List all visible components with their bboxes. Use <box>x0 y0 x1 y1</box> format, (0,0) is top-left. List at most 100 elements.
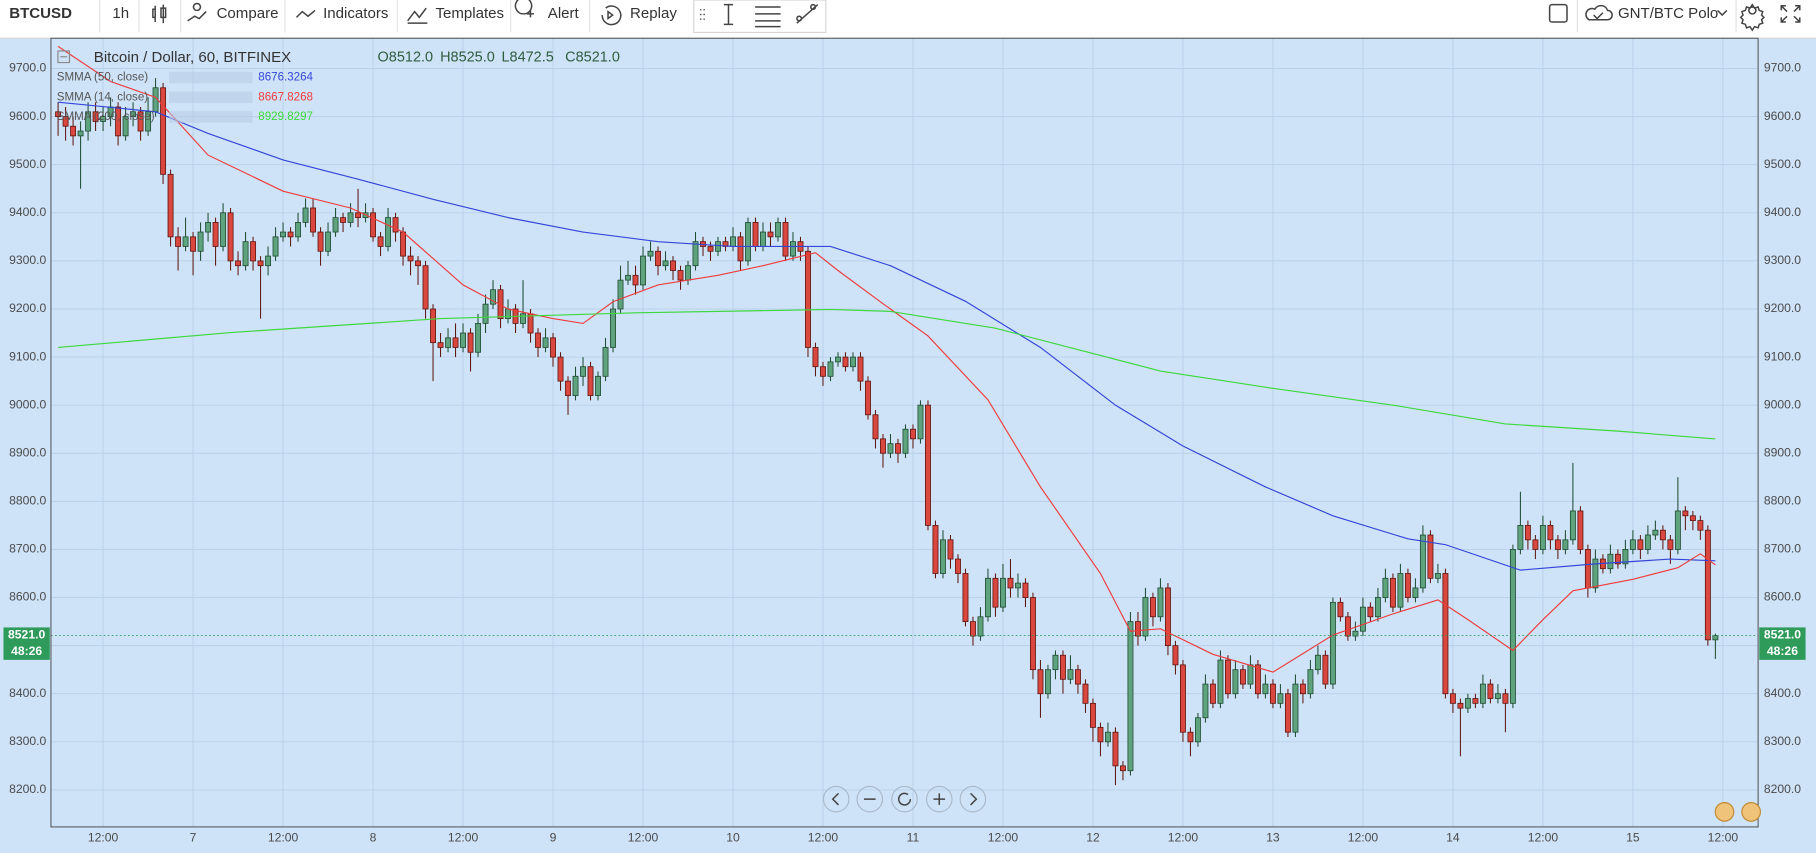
y-tick-label: 9700.0 <box>9 61 46 75</box>
candle-body <box>1134 621 1141 637</box>
candle-body <box>160 87 167 175</box>
candle-body <box>1509 549 1516 704</box>
candle-body <box>602 347 609 377</box>
candle-body <box>1427 534 1434 579</box>
candle-body <box>940 539 946 574</box>
templates-button[interactable]: Templates <box>435 5 504 22</box>
legend-controls <box>169 91 253 104</box>
zoom-in[interactable] <box>925 785 953 813</box>
candle-body <box>1547 524 1554 541</box>
reset[interactable] <box>891 785 918 813</box>
ohlc-high: H8525.0 <box>440 50 495 66</box>
symbol[interactable]: BTCUSD <box>9 5 72 22</box>
fullscreen-button[interactable] <box>1780 5 1801 23</box>
interval[interactable]: 1h <box>112 5 129 22</box>
candle-body <box>1209 683 1216 704</box>
candle-body <box>1000 577 1006 608</box>
candle-body <box>490 289 496 305</box>
y-tick-label-right: 8200.0 <box>1764 782 1801 796</box>
candle-body <box>1090 702 1096 728</box>
candle-body <box>1682 510 1689 517</box>
y-tick-label-right: 8800.0 <box>1764 494 1801 508</box>
candle-body <box>280 231 287 238</box>
ma-line <box>58 101 1716 571</box>
trend-tool[interactable] <box>796 3 819 24</box>
event-flag[interactable] <box>1741 802 1761 822</box>
y-tick-label: 9400.0 <box>9 205 46 219</box>
candle-body <box>1494 693 1501 699</box>
candle-body <box>1622 549 1629 565</box>
candle-body <box>565 380 571 396</box>
compare-button[interactable]: Compare <box>217 5 279 22</box>
scroll-left[interactable] <box>822 785 850 813</box>
candle-body <box>1517 524 1524 550</box>
candle-body <box>1217 659 1224 704</box>
y-tick-label-right: 9700.0 <box>1764 61 1801 75</box>
x-tick-label: 11 <box>907 831 920 845</box>
scroll-right[interactable] <box>959 785 987 813</box>
candle-body <box>1277 693 1284 704</box>
zoom-out[interactable] <box>856 785 884 813</box>
price-tag-label: 8521.0 <box>1764 628 1801 642</box>
alert-button[interactable]: Alert <box>548 5 580 22</box>
text-tool[interactable] <box>723 3 734 26</box>
candle-body <box>955 558 961 574</box>
fib-tool[interactable] <box>755 6 781 28</box>
candle-body <box>265 255 272 267</box>
chart-style-button[interactable] <box>152 4 167 24</box>
candle-body <box>1554 539 1561 550</box>
collapse-button[interactable] <box>57 50 71 64</box>
candle-body <box>1299 683 1306 695</box>
legend-value: 8676.3264 <box>258 72 313 84</box>
candle-body <box>790 241 796 257</box>
candle-body <box>1607 553 1614 570</box>
candle-body <box>902 428 909 454</box>
candle-body <box>1194 717 1201 743</box>
replay-button[interactable]: Replay <box>630 5 677 22</box>
candle-body <box>407 255 414 262</box>
candle-body <box>1502 693 1509 704</box>
candle-body <box>985 577 991 618</box>
compare-symbol[interactable]: GNT/BTC Polo <box>1618 5 1718 22</box>
y-tick-label-right: 9600.0 <box>1764 109 1801 123</box>
indicators-button[interactable]: Indicators <box>323 5 388 22</box>
drawing-toolbar <box>693 0 827 34</box>
candle-body <box>1314 654 1321 671</box>
dropdown-arrow[interactable] <box>1717 9 1728 17</box>
y-tick-label-right: 9100.0 <box>1764 349 1801 363</box>
candle-body <box>1060 654 1066 680</box>
candle-body <box>1584 549 1591 589</box>
candle-body <box>1464 698 1471 709</box>
candle-body <box>625 274 631 281</box>
candle-body <box>1022 582 1029 598</box>
candle-body <box>332 217 339 233</box>
candle-body <box>1045 669 1051 695</box>
candle-body <box>355 212 361 219</box>
candle-body <box>272 236 279 257</box>
plot <box>50 45 1759 786</box>
y-tick-label: 9000.0 <box>9 397 46 411</box>
candle-body <box>190 236 197 252</box>
layout-button[interactable] <box>1548 3 1568 23</box>
price-tag <box>3 627 50 660</box>
candle-body <box>250 241 257 262</box>
candle-body <box>1120 765 1126 772</box>
settings-button[interactable] <box>1739 3 1765 32</box>
labels: 8200.08200.08300.08300.08400.08400.08500… <box>3 61 1806 845</box>
candle-body <box>445 337 451 348</box>
candle-body <box>992 577 999 608</box>
toolbar-items: BTCUSD 1h Compare Indicators Templates A… <box>9 0 1801 34</box>
candle-body <box>1097 726 1104 743</box>
y-tick-label: 8900.0 <box>9 445 46 459</box>
candle-body <box>302 207 309 223</box>
candle-body <box>730 236 736 247</box>
x-tick-label: 12 <box>1086 831 1100 845</box>
event-flag[interactable] <box>1714 802 1735 822</box>
candle-body <box>460 332 466 348</box>
candle-body <box>145 111 152 132</box>
candle-body <box>1352 630 1359 637</box>
x-tick-label: 7 <box>190 831 197 845</box>
candle-body <box>1412 587 1419 598</box>
candle-body <box>1015 582 1021 589</box>
candle-body <box>220 212 227 247</box>
